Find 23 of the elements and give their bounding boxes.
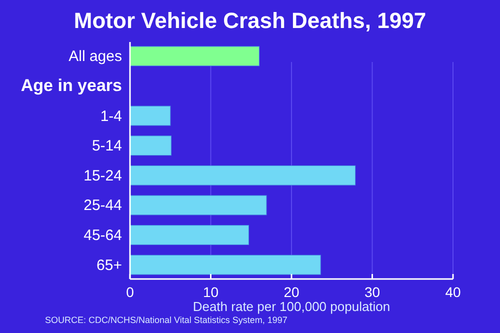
x-tick-label: 20 [284,284,300,300]
y-tick-label: 65+ [96,256,122,274]
bar [130,225,249,246]
bar [130,46,260,66]
y-tick-label: 5-14 [92,138,122,155]
source-note: SOURCE: CDC/NCHS/National Vital Statistics System, 1997 [45,315,288,325]
bar [130,195,267,216]
x-tick-label: 10 [202,284,219,300]
y-tick-label: 1-4 [100,108,122,125]
bar [130,106,171,126]
chart-title: Motor Vehicle Crash Deaths, 1997 [74,8,426,33]
y-tick-label: 25-44 [84,197,122,214]
bar [130,254,321,275]
x-tick-label: 0 [126,284,134,300]
y-tick-label: 45-64 [84,227,122,244]
y-tick-label: All ages [68,48,122,66]
x-axis-title: Death rate per 100,000 population [192,299,390,314]
bar [130,165,356,186]
y-tick-label: Age in years [20,76,122,95]
bar [130,136,172,156]
y-tick-label: 15-24 [84,167,122,184]
x-tick-label: 40 [445,284,461,300]
x-tick-label: 30 [364,284,380,300]
